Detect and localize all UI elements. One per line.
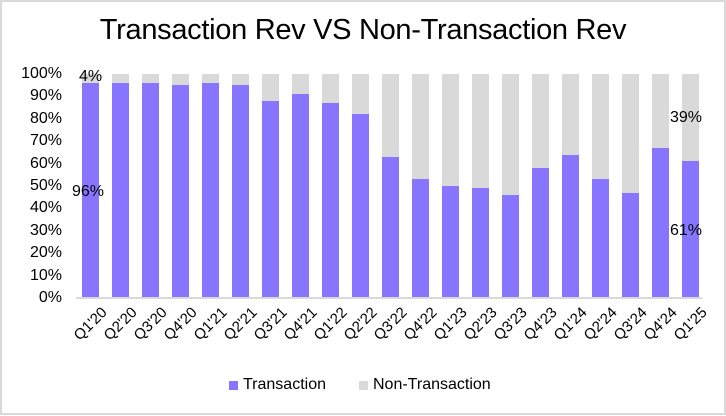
y-tick-label: 30% — [29, 221, 62, 239]
bar-transaction — [202, 82, 219, 298]
bar-transaction — [172, 85, 189, 298]
chart-title: Transaction Rev VS Non-Transaction Rev — [99, 14, 627, 46]
bar-transaction — [112, 82, 129, 298]
legend-swatch-non-transaction — [359, 380, 368, 390]
bar-transaction — [442, 186, 459, 298]
y-tick-label: 40% — [29, 199, 62, 217]
data-label: 61% — [670, 222, 703, 239]
bar-transaction — [382, 156, 399, 298]
bar-transaction — [532, 168, 549, 298]
legend-item-non-transaction: Non-Transaction — [359, 376, 491, 394]
bar-transaction — [562, 154, 579, 298]
data-label: 96% — [72, 183, 105, 200]
legend-swatch-transaction — [229, 380, 238, 390]
y-tick-label: 10% — [29, 266, 62, 284]
bar-transaction — [82, 82, 99, 298]
legend-label-non-transaction: Non-Transaction — [373, 376, 491, 393]
legend-item-transaction: Transaction — [229, 376, 326, 394]
bar-transaction — [232, 85, 249, 298]
bar-transaction — [502, 194, 519, 298]
bar-transaction — [412, 179, 429, 298]
bar-transaction — [592, 179, 609, 298]
legend: Transaction Non-Transaction — [0, 376, 726, 396]
y-tick-label: 80% — [29, 109, 62, 127]
bar-transaction — [352, 114, 369, 298]
bar-transaction — [262, 100, 279, 298]
y-tick-label: 20% — [29, 244, 62, 262]
bar-transaction — [292, 94, 309, 298]
bar-transaction — [682, 161, 699, 298]
y-tick-label: 50% — [29, 177, 62, 194]
bar-transaction — [652, 147, 669, 298]
x-axis-line — [76, 297, 702, 299]
bar-transaction — [322, 103, 339, 298]
legend-label-transaction: Transaction — [243, 376, 326, 393]
y-tick-label: 0% — [38, 289, 62, 306]
data-label: 39% — [670, 109, 703, 126]
y-tick-label: 70% — [29, 132, 62, 150]
y-tick-label: 100% — [21, 65, 62, 82]
bar-transaction — [142, 82, 159, 298]
bar-transaction — [472, 188, 489, 298]
y-tick-label: 60% — [29, 154, 62, 172]
y-tick-label: 90% — [29, 87, 62, 105]
data-label: 4% — [79, 68, 103, 85]
bar-transaction — [622, 192, 639, 298]
